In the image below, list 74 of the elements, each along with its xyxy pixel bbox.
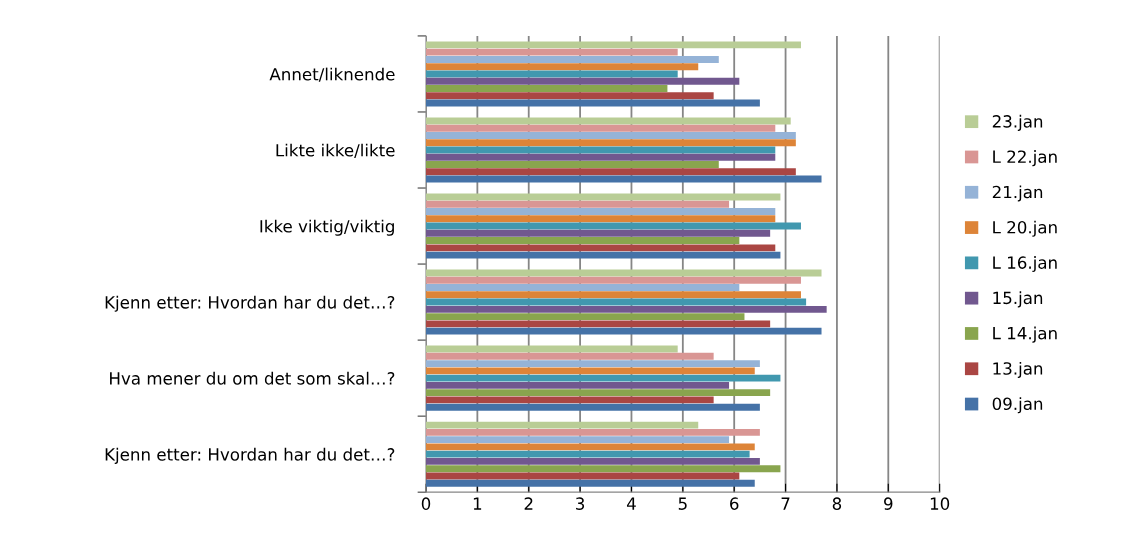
y-tick-label: Kjenn etter: Hvordan har du det…?	[105, 447, 395, 464]
legend-label: 09.jan	[992, 397, 1043, 414]
x-tick-label: 9	[884, 497, 893, 510]
bar	[426, 63, 699, 71]
legend-label: 23.jan	[992, 114, 1043, 131]
x-tick-label: 0	[421, 497, 431, 510]
bar	[426, 284, 740, 291]
bar	[426, 443, 755, 451]
x-tick-label: 5	[678, 497, 687, 510]
x-tick-label: 3	[576, 497, 585, 510]
bar	[426, 352, 714, 360]
bar	[426, 472, 740, 480]
legend-label: 21.jan	[992, 185, 1043, 202]
bar	[426, 276, 801, 284]
bar	[426, 132, 796, 139]
x-tick-label: 10	[930, 497, 950, 510]
bar	[426, 403, 760, 411]
bar	[426, 389, 771, 397]
bar	[426, 396, 714, 404]
bar	[426, 244, 776, 252]
bar	[426, 237, 740, 245]
legend-label: L 22.jan	[993, 150, 1057, 167]
legend-label: L 14.jan	[993, 326, 1057, 343]
bar	[426, 168, 796, 176]
bar	[426, 313, 745, 321]
bar	[426, 298, 807, 306]
legend-label: L 20.jan	[993, 220, 1057, 237]
bar	[426, 360, 760, 368]
bar	[426, 479, 755, 487]
bar	[426, 55, 719, 63]
bar	[426, 139, 796, 147]
x-tick-label: 6	[730, 497, 739, 510]
x-tick-label: 7	[781, 497, 790, 510]
bar	[426, 117, 791, 125]
legend-label: L 16.jan	[993, 255, 1057, 273]
bar	[426, 200, 730, 208]
bar	[426, 305, 827, 313]
bar	[426, 428, 760, 436]
bar	[426, 374, 781, 382]
bar	[426, 251, 781, 259]
bar	[426, 457, 760, 465]
legend-label: 15.jan	[993, 291, 1043, 308]
y-tick-label: Kjenn etter: Hvordan har du det…?	[105, 295, 395, 312]
x-tick-label: 1	[473, 497, 482, 510]
bar	[426, 450, 750, 458]
bar	[426, 208, 776, 215]
bar	[426, 327, 822, 335]
bar	[426, 421, 699, 429]
y-tick-label: Likte ikke/likte	[276, 143, 395, 158]
bar	[426, 77, 740, 85]
bar	[426, 161, 719, 168]
bar	[426, 465, 781, 473]
x-tick-label: 4	[626, 497, 636, 510]
y-tick-label: Hva mener du om det som skal…?	[110, 371, 395, 385]
x-tick-label: 8	[832, 497, 842, 510]
x-tick-label: 2	[524, 497, 533, 510]
bar	[426, 85, 668, 92]
bar	[426, 153, 776, 161]
y-tick-label: Annet/liknende	[269, 67, 395, 82]
legend-label: 13.jan	[993, 361, 1043, 379]
bar	[426, 229, 771, 237]
bar	[426, 291, 801, 299]
bar	[426, 381, 730, 389]
y-tick-label: Ikke viktig/viktig	[260, 219, 394, 236]
bar	[426, 367, 755, 375]
bar	[426, 175, 822, 183]
bar	[426, 92, 714, 100]
bar	[426, 215, 776, 223]
bar	[426, 48, 678, 56]
bar	[426, 320, 771, 328]
bar	[426, 124, 776, 132]
bar	[426, 345, 678, 353]
bar	[426, 436, 730, 444]
bar	[426, 41, 801, 49]
